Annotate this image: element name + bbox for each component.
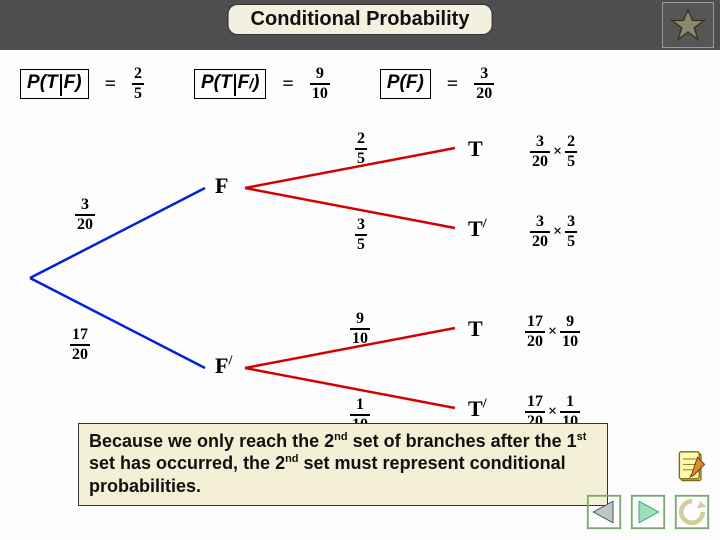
leaf-t-2: T (468, 316, 483, 342)
equals-sign: = (441, 73, 464, 96)
result-1: 320 × 25 (530, 134, 577, 170)
eq1-fraction: 25 (132, 66, 144, 102)
notepad-button[interactable] (672, 448, 712, 488)
result-2: 320 × 35 (530, 214, 577, 250)
node-fprime: F/ (215, 353, 232, 379)
star-button[interactable] (662, 2, 714, 48)
leaf-t-1: T (468, 136, 483, 162)
refresh-button[interactable] (672, 492, 712, 532)
next-button[interactable] (628, 492, 668, 532)
eq2-fraction: 910 (310, 66, 330, 102)
branch-f-prob: 320 (75, 196, 95, 233)
node-f: F (215, 173, 228, 199)
branch-fp-t-prob: 910 (350, 310, 370, 347)
star-icon (670, 7, 706, 43)
branch-f-t-prob: 25 (355, 130, 367, 167)
branch-f-tprime-prob: 35 (355, 216, 367, 253)
tree-diagram: 320 1720 F F/ 25 35 910 110 T T/ T T/ 32… (20, 118, 700, 438)
prev-button[interactable] (584, 492, 624, 532)
leaf-tprime-1: T/ (468, 216, 487, 242)
branch-fprime-prob: 1720 (70, 326, 90, 363)
eq1-label: P(TF) (20, 69, 89, 99)
equals-sign: = (99, 73, 122, 96)
page-title: Conditional Probability (228, 4, 493, 35)
leaf-tprime-2: T/ (468, 396, 487, 422)
eq3-fraction: 320 (474, 66, 494, 102)
triangle-right-icon (630, 494, 666, 530)
refresh-icon (674, 494, 710, 530)
nav-icons (584, 448, 712, 532)
eq2-label: P(TF/) (194, 69, 266, 99)
equals-sign: = (276, 73, 299, 96)
result-3: 1720 × 910 (525, 314, 580, 350)
eq3-label: P(F) (380, 69, 431, 99)
triangle-left-icon (586, 494, 622, 530)
notepad-icon (674, 450, 710, 486)
equation-row: P(TF) = 25 P(TF/) = 910 P(F) = 320 (20, 60, 690, 108)
caption-box: Because we only reach the 2nd set of bra… (78, 423, 608, 507)
